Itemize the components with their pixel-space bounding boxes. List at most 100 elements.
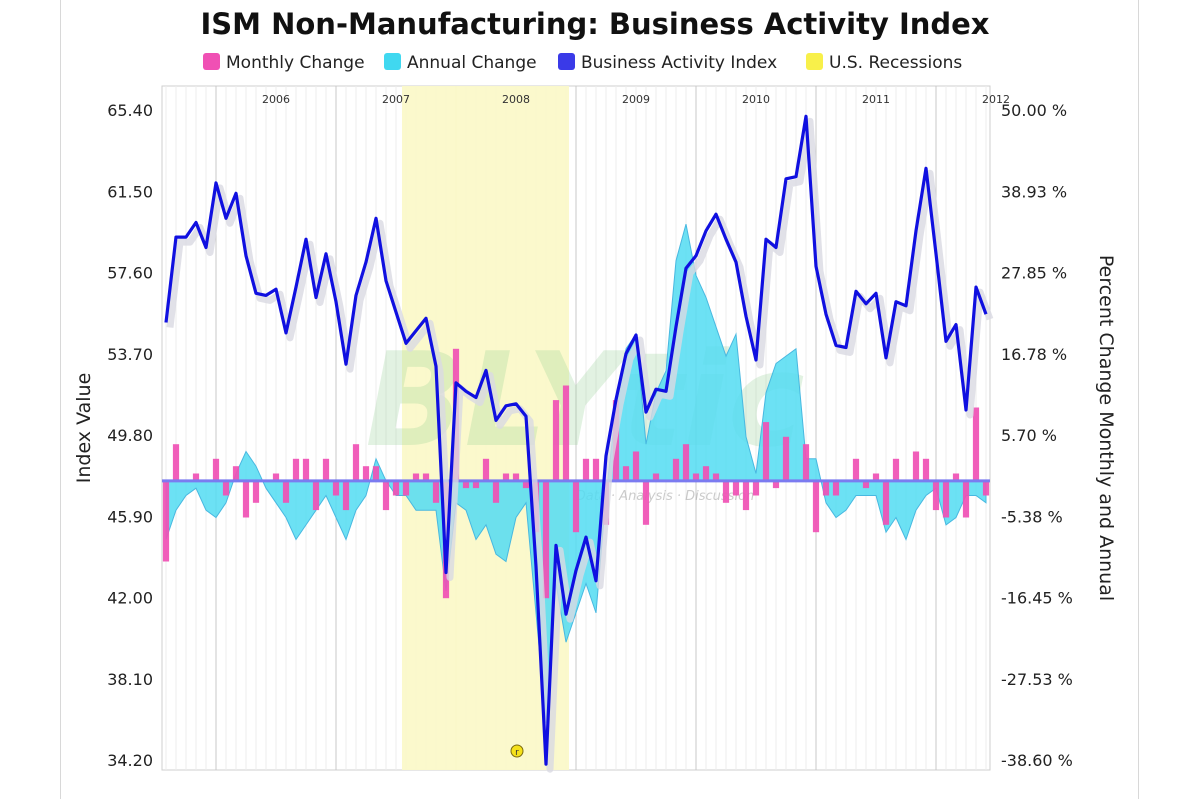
legend-label-0: Monthly Change	[226, 53, 365, 73]
monthly-change-bar	[682, 444, 690, 481]
right-tick-label: 16.78 %	[1001, 345, 1067, 364]
left-tick-label: 61.50	[107, 182, 153, 201]
monthly-change-bar	[712, 473, 720, 481]
legend-swatch-3	[806, 53, 823, 70]
monthly-change-bar	[732, 480, 740, 496]
legend-swatch-1	[384, 53, 401, 70]
monthly-change-bar	[522, 480, 530, 489]
year-label-2006: 2006	[262, 93, 290, 106]
left-tick-label: 38.10	[107, 670, 153, 689]
monthly-change-bar	[472, 480, 480, 489]
monthly-change-bar	[952, 473, 960, 481]
year-label-2011: 2011	[862, 93, 890, 106]
monthly-change-bar	[862, 480, 870, 489]
monthly-change-bar	[392, 480, 400, 496]
monthly-change-bar	[802, 444, 810, 481]
year-label-2008: 2008	[502, 93, 530, 106]
monthly-change-bar	[432, 480, 440, 503]
monthly-change-bar	[832, 480, 840, 496]
business-activity-line-layer	[164, 114, 994, 773]
monthly-change-bar	[622, 466, 630, 481]
monthly-change-bar	[302, 458, 310, 481]
right-axis-ticks: 50.00 % 38.93 % 27.85 % 16.78 % 5.70 % -5.38 …	[1001, 101, 1073, 770]
monthly-change-bar	[822, 480, 830, 496]
right-tick-label: -38.60 %	[1001, 751, 1073, 770]
monthly-change-bar	[282, 480, 290, 503]
monthly-change-bar	[772, 480, 780, 489]
monthly-change-bar	[402, 480, 410, 496]
monthly-change-bar	[672, 458, 680, 481]
monthly-change-bar	[372, 466, 380, 481]
left-tick-label: 49.80	[107, 426, 153, 445]
right-tick-label: 38.93 %	[1001, 182, 1067, 201]
right-tick-label: -27.53 %	[1001, 670, 1073, 689]
monthly-change-bar	[162, 480, 170, 562]
recession-marker-layer: r	[510, 744, 524, 758]
monthly-change-bar	[852, 458, 860, 481]
monthly-change-bar	[922, 458, 930, 481]
business-activity-line	[164, 114, 988, 766]
legend-swatch-2	[558, 53, 575, 70]
left-tick-label: 65.40	[107, 101, 153, 120]
monthly-change-bar	[692, 473, 700, 481]
monthly-change-bar	[872, 473, 880, 481]
chart-title: ISM Non-Manufacturing: Business Activity…	[200, 7, 989, 41]
monthly-change-bar	[882, 480, 890, 525]
monthly-change-bar	[702, 466, 710, 481]
year-labels: 2006 2007 2008 2009 2010 2011 2012	[262, 93, 1010, 106]
left-tick-label: 34.20	[107, 751, 153, 770]
monthly-change-bar	[332, 480, 340, 496]
monthly-change-bar	[552, 400, 560, 481]
monthly-change-bar	[212, 458, 220, 481]
right-tick-label: 50.00 %	[1001, 101, 1067, 120]
legend: Monthly Change Annual Change Business Acti…	[203, 53, 962, 73]
monthly-change-bar	[652, 473, 660, 481]
monthly-change-bar	[632, 451, 640, 481]
year-label-2012: 2012	[982, 93, 1010, 106]
legend-label-2: Business Activity Index	[581, 53, 777, 73]
monthly-change-bar	[932, 480, 940, 511]
monthly-change-bar	[752, 480, 760, 496]
monthly-change-bar	[982, 480, 990, 496]
right-tick-label: 5.70 %	[1001, 426, 1057, 445]
monthly-change-bar	[592, 458, 600, 481]
monthly-change-bar	[722, 480, 730, 503]
monthly-change-bar	[172, 444, 180, 481]
left-tick-label: 42.00	[107, 589, 153, 608]
monthly-change-bar	[492, 480, 500, 503]
monthly-change-bar	[542, 480, 550, 599]
annual-change-area-layer	[165, 223, 987, 723]
monthly-change-bar	[352, 444, 360, 481]
monthly-change-bar	[572, 480, 580, 533]
year-label-2009: 2009	[622, 93, 650, 106]
monthly-change-bar	[292, 458, 300, 481]
monthly-change-bar	[312, 480, 320, 511]
year-label-2010: 2010	[742, 93, 770, 106]
right-tick-label: -16.45 %	[1001, 589, 1073, 608]
monthly-change-bar	[972, 407, 980, 481]
left-tick-label: 57.60	[107, 264, 153, 283]
monthly-change-bar	[362, 466, 370, 481]
watermark-tagline: Data · Analysis · Discussion	[576, 489, 755, 504]
recession-marker-icon	[510, 744, 524, 758]
legend-label-3: U.S. Recessions	[829, 53, 962, 73]
monthly-change-bar	[642, 480, 650, 525]
monthly-change-bar	[512, 473, 520, 481]
monthly-change-bar	[742, 480, 750, 511]
annual-change-area	[165, 223, 987, 723]
left-tick-label: 45.90	[107, 507, 153, 526]
year-label-2007: 2007	[382, 93, 410, 106]
monthly-change-bar	[252, 480, 260, 503]
left-axis-title: Index Value	[73, 373, 95, 484]
monthly-change-bar	[422, 473, 430, 481]
monthly-change-bar	[912, 451, 920, 481]
right-tick-label: 27.85 %	[1001, 264, 1067, 283]
monthly-change-bar	[502, 473, 510, 481]
right-tick-label: -5.38 %	[1001, 507, 1063, 526]
monthly-change-bar	[272, 473, 280, 481]
right-axis-title: Percent Change Monthly and Annual	[1095, 255, 1117, 601]
monthly-change-bar	[322, 458, 330, 481]
monthly-change-bar	[192, 473, 200, 481]
legend-swatch-0	[203, 53, 220, 70]
